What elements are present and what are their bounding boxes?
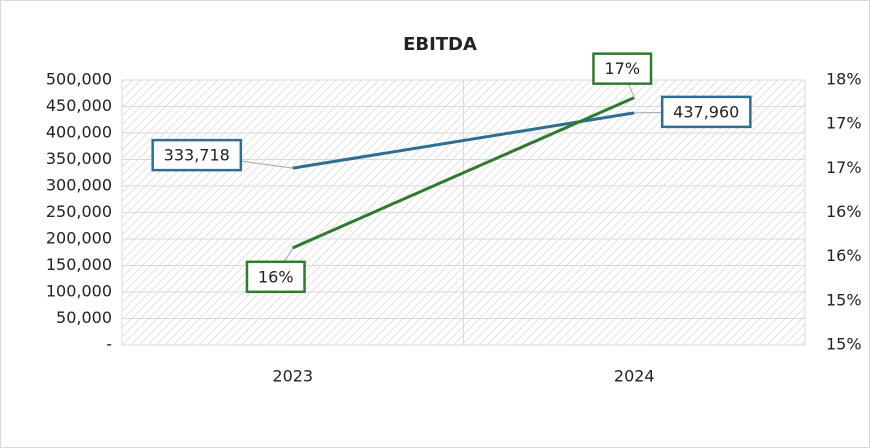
y2-tick-label: 16% bbox=[826, 246, 862, 265]
y-tick-label: 500,000 bbox=[46, 70, 112, 89]
data-label-box bbox=[660, 95, 752, 129]
data-label: 17% bbox=[604, 59, 640, 78]
y-tick-label: 200,000 bbox=[46, 229, 112, 248]
data-label-box bbox=[151, 138, 243, 172]
line-series bbox=[292, 96, 635, 250]
data-label: 437,960 bbox=[673, 102, 739, 121]
y2-tick-label: 18% bbox=[826, 70, 862, 89]
y-tick-label: 100,000 bbox=[46, 282, 112, 301]
y-tick-label: 400,000 bbox=[46, 123, 112, 142]
y-tick-label: 300,000 bbox=[46, 176, 112, 195]
y-tick-label: 150,000 bbox=[46, 255, 112, 274]
y-tick-label: 450,000 bbox=[46, 96, 112, 115]
chart-title: EBITDA bbox=[403, 34, 477, 55]
data-label-box bbox=[245, 260, 306, 294]
y-tick-label: - bbox=[106, 335, 112, 354]
y2-tick-label: 16% bbox=[826, 202, 862, 221]
x-tick-label: 2024 bbox=[614, 367, 655, 386]
y2-tick-label: 17% bbox=[826, 158, 862, 177]
y2-tick-label: 15% bbox=[826, 335, 862, 354]
data-label: 16% bbox=[258, 267, 294, 286]
y-tick-label: 250,000 bbox=[46, 202, 112, 221]
data-label-box bbox=[592, 52, 653, 85]
y2-tick-label: 17% bbox=[826, 114, 862, 133]
data-label: 333,718 bbox=[164, 146, 230, 165]
y-tick-label: 50,000 bbox=[56, 308, 112, 327]
x-tick-label: 2023 bbox=[272, 367, 313, 386]
y2-tick-label: 15% bbox=[826, 290, 862, 309]
y-tick-label: 350,000 bbox=[46, 149, 112, 168]
